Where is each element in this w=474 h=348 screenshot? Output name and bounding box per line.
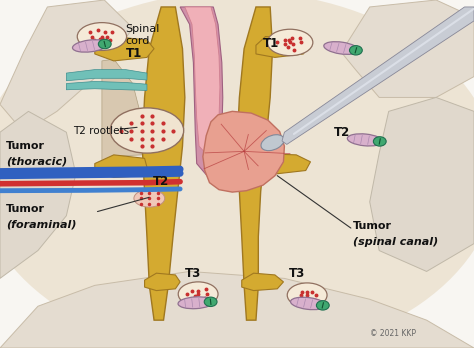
Ellipse shape bbox=[261, 135, 284, 151]
Ellipse shape bbox=[99, 39, 111, 49]
Ellipse shape bbox=[347, 134, 383, 146]
Polygon shape bbox=[95, 155, 147, 177]
Polygon shape bbox=[145, 273, 180, 291]
Polygon shape bbox=[102, 59, 142, 164]
Ellipse shape bbox=[287, 283, 327, 307]
Text: T2: T2 bbox=[334, 126, 350, 139]
Text: Tumor: Tumor bbox=[6, 204, 45, 214]
Ellipse shape bbox=[349, 46, 362, 55]
Polygon shape bbox=[370, 97, 474, 271]
Text: T2: T2 bbox=[153, 175, 169, 188]
Ellipse shape bbox=[374, 137, 386, 146]
Polygon shape bbox=[185, 7, 220, 157]
Text: T2 rootlets: T2 rootlets bbox=[73, 126, 129, 135]
Polygon shape bbox=[66, 81, 147, 90]
Polygon shape bbox=[180, 7, 223, 177]
Text: T3: T3 bbox=[185, 267, 201, 280]
Polygon shape bbox=[95, 37, 154, 61]
Text: T1: T1 bbox=[126, 47, 142, 61]
Polygon shape bbox=[237, 7, 273, 320]
Polygon shape bbox=[0, 271, 474, 348]
Polygon shape bbox=[256, 154, 310, 174]
Text: Tumor: Tumor bbox=[6, 141, 45, 151]
Polygon shape bbox=[0, 111, 76, 278]
Polygon shape bbox=[256, 37, 308, 57]
Text: (thoracic): (thoracic) bbox=[6, 157, 67, 167]
Text: T1: T1 bbox=[263, 37, 279, 50]
Ellipse shape bbox=[204, 297, 217, 307]
Ellipse shape bbox=[317, 301, 329, 310]
Ellipse shape bbox=[267, 29, 313, 56]
Text: (foraminal): (foraminal) bbox=[6, 220, 76, 229]
Text: (spinal canal): (spinal canal) bbox=[353, 237, 438, 247]
Polygon shape bbox=[282, 7, 474, 144]
Polygon shape bbox=[0, 0, 133, 132]
Polygon shape bbox=[203, 111, 284, 192]
Text: Tumor: Tumor bbox=[353, 221, 392, 231]
Polygon shape bbox=[142, 7, 185, 320]
Ellipse shape bbox=[110, 108, 184, 153]
Ellipse shape bbox=[291, 297, 326, 310]
Ellipse shape bbox=[134, 190, 165, 207]
Polygon shape bbox=[66, 70, 147, 81]
Polygon shape bbox=[341, 0, 474, 97]
Text: Spinal
cord: Spinal cord bbox=[126, 24, 160, 46]
Text: © 2021 KKP: © 2021 KKP bbox=[370, 329, 416, 338]
Polygon shape bbox=[242, 273, 283, 291]
Ellipse shape bbox=[73, 40, 108, 52]
Ellipse shape bbox=[178, 282, 218, 306]
Text: T3: T3 bbox=[289, 267, 305, 280]
Ellipse shape bbox=[77, 23, 127, 50]
Ellipse shape bbox=[324, 42, 359, 54]
Ellipse shape bbox=[178, 297, 213, 309]
